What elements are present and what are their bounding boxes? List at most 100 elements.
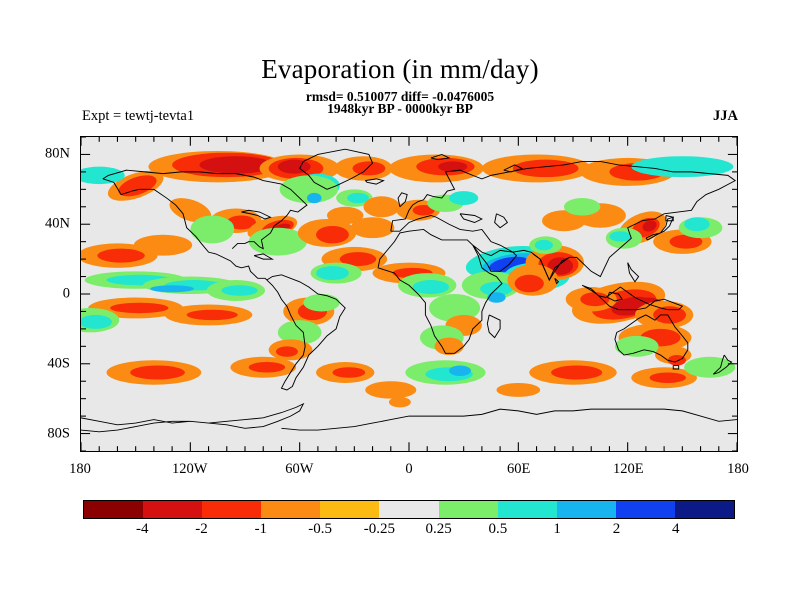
colorbar-tick-6: 0.5 xyxy=(488,521,508,537)
anomaly-contour xyxy=(534,239,553,251)
ytick-label-4: 80S xyxy=(47,425,70,442)
colorbar-tick-2: -1 xyxy=(254,521,268,537)
coastline xyxy=(554,277,560,285)
anomaly-contour xyxy=(512,159,579,178)
anomaly-contour xyxy=(275,346,298,357)
anomaly-contour xyxy=(631,156,734,178)
coastline xyxy=(397,192,408,208)
experiment-label: Expt = tewtj-tevta1 xyxy=(82,108,195,124)
anomaly-contour xyxy=(97,248,145,263)
coastline xyxy=(472,244,518,272)
anomaly-contour xyxy=(81,166,125,185)
coastline xyxy=(281,408,737,431)
coastline xyxy=(102,178,268,281)
colorbar-band-1 xyxy=(143,501,203,518)
coastline xyxy=(614,314,689,363)
anomaly-contour xyxy=(449,365,471,376)
xtick-label-3: 0 xyxy=(405,461,413,477)
coastline xyxy=(430,153,451,161)
coastline xyxy=(486,314,501,339)
anomaly-contour xyxy=(277,320,322,345)
anomaly-contour xyxy=(609,231,632,242)
coastline xyxy=(390,160,737,282)
anomaly-contour xyxy=(580,292,610,307)
coastline xyxy=(299,148,374,190)
anomaly-contour xyxy=(279,175,338,204)
anomaly-contour xyxy=(449,191,479,206)
anomaly-contour xyxy=(438,161,468,172)
anomaly-contour xyxy=(339,252,377,267)
coastline xyxy=(532,253,570,282)
anomaly-contour xyxy=(190,215,235,244)
coastline xyxy=(241,209,272,220)
coastline xyxy=(81,402,305,433)
anomaly-contour xyxy=(130,365,185,380)
anomaly-contour xyxy=(514,274,544,293)
xtick-label-1: 120W xyxy=(171,461,208,477)
anomaly-contour xyxy=(332,367,366,378)
colorbar-band-6 xyxy=(438,501,498,518)
xtick-label-0: 180 xyxy=(69,461,91,477)
anomaly-contour xyxy=(327,206,364,225)
anomaly-contour xyxy=(316,225,349,244)
anomaly-contour xyxy=(110,302,169,314)
xtick-label-5: 120E xyxy=(613,461,644,477)
anomaly-contour xyxy=(365,381,417,399)
colorbar-tick-9: 4 xyxy=(671,521,680,537)
coastline xyxy=(665,215,674,222)
anomaly-contour xyxy=(542,210,586,232)
anomaly-contour xyxy=(388,396,411,408)
colorbar-band-3 xyxy=(261,501,321,518)
colorbar-band-10 xyxy=(674,501,735,518)
anomaly-contour xyxy=(667,355,686,366)
anomaly-contour xyxy=(303,294,340,312)
anomaly-contour xyxy=(642,220,657,232)
coastline xyxy=(712,354,733,375)
coastline xyxy=(377,228,503,354)
colorbar-tick-3: -0.5 xyxy=(308,521,332,537)
anomaly-contour xyxy=(118,175,157,197)
anomaly-contour xyxy=(316,266,349,281)
anomaly-contour xyxy=(150,285,194,293)
ytick-label-1: 40N xyxy=(45,215,70,232)
colorbar-band-9 xyxy=(615,501,675,518)
coastline xyxy=(102,169,308,250)
colorbar-band-4 xyxy=(320,501,380,518)
anomaly-contour xyxy=(186,309,238,321)
map-plot-area xyxy=(80,136,738,452)
anomaly-map xyxy=(81,137,737,451)
anomaly-contour xyxy=(653,306,686,324)
coastline xyxy=(364,178,385,185)
season-label: JJA xyxy=(713,108,738,124)
colorbar xyxy=(83,500,735,519)
anomaly-contour xyxy=(684,217,710,232)
anomaly-contour xyxy=(221,285,258,296)
colorbar-band-5 xyxy=(379,501,439,518)
anomaly-contour xyxy=(226,215,256,230)
anomaly-contour xyxy=(434,337,464,356)
coastline xyxy=(627,262,640,283)
anomaly-contour xyxy=(487,292,506,303)
ytick-label-2: 0 xyxy=(62,285,70,302)
anomaly-contour xyxy=(412,280,450,294)
coastline xyxy=(607,291,623,302)
coastline xyxy=(266,274,346,391)
anomaly-contour xyxy=(363,196,400,218)
anomaly-contour xyxy=(429,294,481,322)
colorbar-tick-1: -2 xyxy=(195,521,208,537)
anomaly-contour xyxy=(614,335,659,357)
anomaly-contour xyxy=(649,372,686,383)
coastline xyxy=(581,284,684,311)
colorbar-tick-5: 0.25 xyxy=(425,521,452,537)
colorbar-band-2 xyxy=(202,501,262,518)
coastline xyxy=(494,213,509,229)
colorbar-tick-0: -4 xyxy=(136,521,149,537)
anomaly-contour xyxy=(496,382,541,397)
colorbar-tick-8: 2 xyxy=(612,521,621,537)
stats-line: rmsd= 0.510077 diff= -0.0476005 xyxy=(305,89,495,104)
colorbar-band-8 xyxy=(556,501,616,518)
anomaly-contour xyxy=(412,205,435,216)
anomaly-contour xyxy=(133,234,193,256)
colorbar-band-0 xyxy=(84,501,144,518)
page-title: Evaporation (in mm/day) xyxy=(261,54,539,84)
